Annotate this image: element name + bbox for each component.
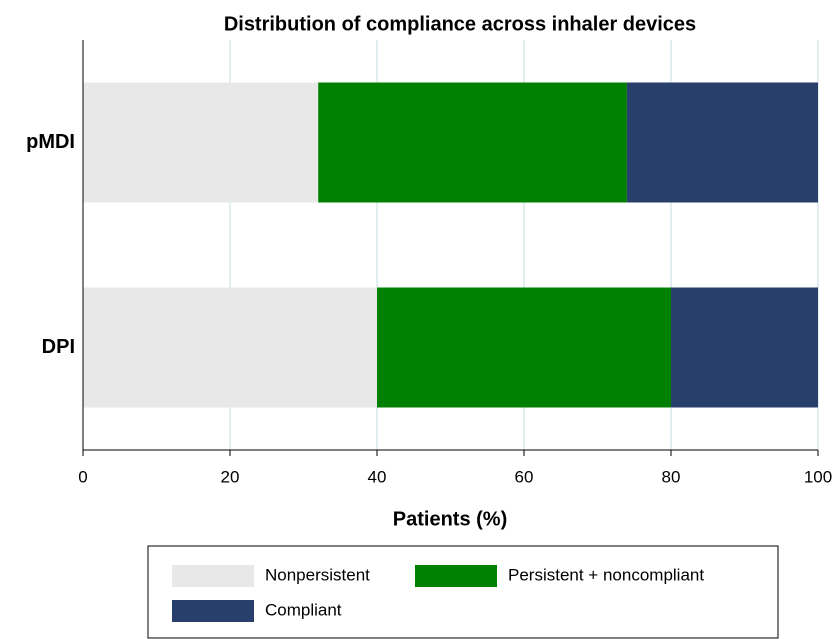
x-axis-title: Patients (%) xyxy=(393,508,507,530)
legend-swatch xyxy=(415,565,497,587)
x-tick-label: 40 xyxy=(368,467,387,486)
y-tick-label: pMDI xyxy=(26,131,75,153)
x-tick-label: 0 xyxy=(78,467,87,486)
bar xyxy=(626,82,818,203)
bar xyxy=(83,82,319,203)
bar xyxy=(83,287,377,408)
bar xyxy=(671,287,818,408)
legend-box xyxy=(147,545,779,639)
bar xyxy=(377,287,671,408)
bar xyxy=(318,82,627,203)
x-tick-label: 60 xyxy=(515,467,534,486)
legend-swatch xyxy=(172,565,254,587)
legend-label: Compliant xyxy=(265,600,342,619)
x-tick-label: 20 xyxy=(221,467,240,486)
x-tick-label: 100 xyxy=(804,467,832,486)
y-tick-label: DPI xyxy=(42,336,75,358)
legend-swatch xyxy=(172,600,254,622)
x-tick-label: 80 xyxy=(662,467,681,486)
chart-title: Distribution of compliance across inhale… xyxy=(224,13,696,35)
legend-label: Nonpersistent xyxy=(265,565,370,584)
legend-label: Persistent + noncompliant xyxy=(508,565,704,584)
